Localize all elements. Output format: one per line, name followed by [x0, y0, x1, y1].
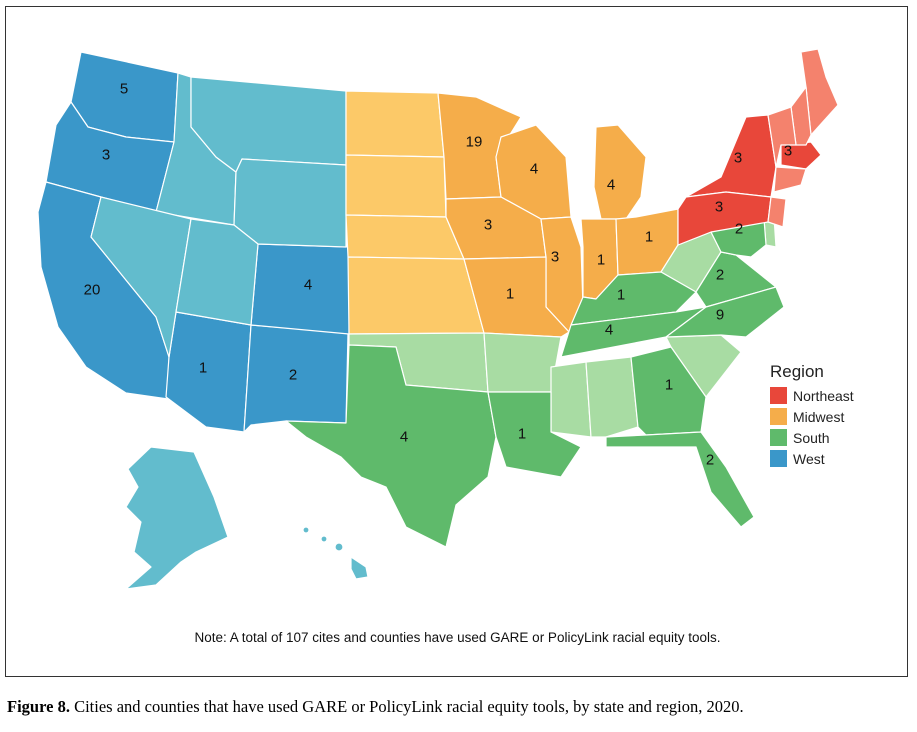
- count-label-wisconsin: 4: [530, 161, 538, 178]
- state-louisiana: [487, 391, 582, 478]
- state-new-jersey: [767, 196, 787, 228]
- count-label-pennsylvania: 3: [715, 199, 723, 216]
- legend-swatch-south: [770, 429, 787, 446]
- legend-label-south: South: [793, 430, 830, 446]
- map-note: Note: A total of 107 cites and counties …: [194, 630, 721, 645]
- count-label-texas: 4: [400, 429, 408, 446]
- count-label-iowa: 3: [484, 217, 492, 234]
- state-florida: [605, 431, 755, 528]
- count-label-missouri: 1: [506, 286, 514, 303]
- state-colorado: [250, 243, 351, 335]
- figure-caption: Figure 8. Cities and counties that have …: [7, 697, 744, 717]
- count-label-georgia: 1: [665, 377, 673, 394]
- count-label-oregon: 3: [102, 147, 110, 164]
- state-connecticut: [773, 166, 807, 193]
- count-label-illinois: 3: [551, 249, 559, 266]
- legend-swatch-midwest: [770, 408, 787, 425]
- state-arizona: [165, 311, 252, 433]
- legend-label-northeast: Northeast: [793, 388, 854, 404]
- count-label-new-york: 3: [734, 150, 742, 167]
- state-arkansas: [483, 332, 562, 393]
- count-label-indiana: 1: [597, 252, 605, 269]
- legend-swatch-west: [770, 450, 787, 467]
- legend-items: Northeast Midwest South West: [770, 387, 854, 467]
- legend-label-west: West: [793, 451, 825, 467]
- state-north-dakota: [345, 90, 445, 158]
- legend-swatch-northeast: [770, 387, 787, 404]
- state-hawaii-island-2: [334, 542, 344, 552]
- count-label-arizona: 1: [199, 360, 207, 377]
- state-alaska: [125, 446, 229, 590]
- state-new-york: [685, 114, 777, 198]
- state-hawaii-island-4: [302, 526, 310, 534]
- state-vermont: [767, 106, 797, 168]
- state-kansas: [347, 256, 485, 335]
- figure-caption-text: Cities and counties that have used GARE …: [69, 697, 744, 716]
- figure-caption-label: Figure 8.: [7, 697, 70, 716]
- count-label-california: 20: [84, 282, 101, 299]
- legend-label-midwest: Midwest: [793, 409, 844, 425]
- state-michigan: [593, 124, 647, 220]
- legend-title: Region: [770, 362, 824, 381]
- count-label-tennessee: 4: [605, 322, 613, 339]
- state-texas: [285, 344, 497, 548]
- state-nebraska: [345, 214, 465, 260]
- count-label-virginia: 2: [716, 267, 724, 284]
- count-label-new-mexico: 2: [289, 367, 297, 384]
- count-label-ohio: 1: [645, 229, 653, 246]
- state-virginia: [695, 251, 777, 308]
- count-label-washington: 5: [120, 81, 128, 98]
- legend: Region Northeast Midwest South West: [770, 362, 854, 467]
- count-label-north-carolina: 9: [716, 307, 724, 324]
- figure-frame: 5 3 20 1 2 4 4 1 19 4 4 3 3 1 1 1 1 4 1 2 2 9 2 3 3 3 Region Nort…: [5, 6, 908, 677]
- count-label-florida: 2: [706, 452, 714, 469]
- state-south-dakota: [345, 154, 447, 218]
- count-label-maryland: 2: [735, 221, 743, 238]
- count-label-minnesota: 19: [466, 134, 483, 151]
- count-label-louisiana: 1: [518, 426, 526, 443]
- state-mississippi: [550, 361, 592, 438]
- count-label-massachusetts: 3: [784, 143, 792, 160]
- count-label-colorado: 4: [304, 277, 312, 294]
- count-label-kentucky: 1: [617, 287, 625, 304]
- state-north-carolina: [665, 286, 785, 338]
- state-hawaii: [350, 556, 369, 580]
- count-label-michigan: 4: [607, 177, 615, 194]
- state-alabama: [585, 356, 639, 438]
- state-hawaii-island-3: [320, 535, 328, 543]
- state-utah: [175, 218, 259, 326]
- state-wyoming: [233, 158, 347, 248]
